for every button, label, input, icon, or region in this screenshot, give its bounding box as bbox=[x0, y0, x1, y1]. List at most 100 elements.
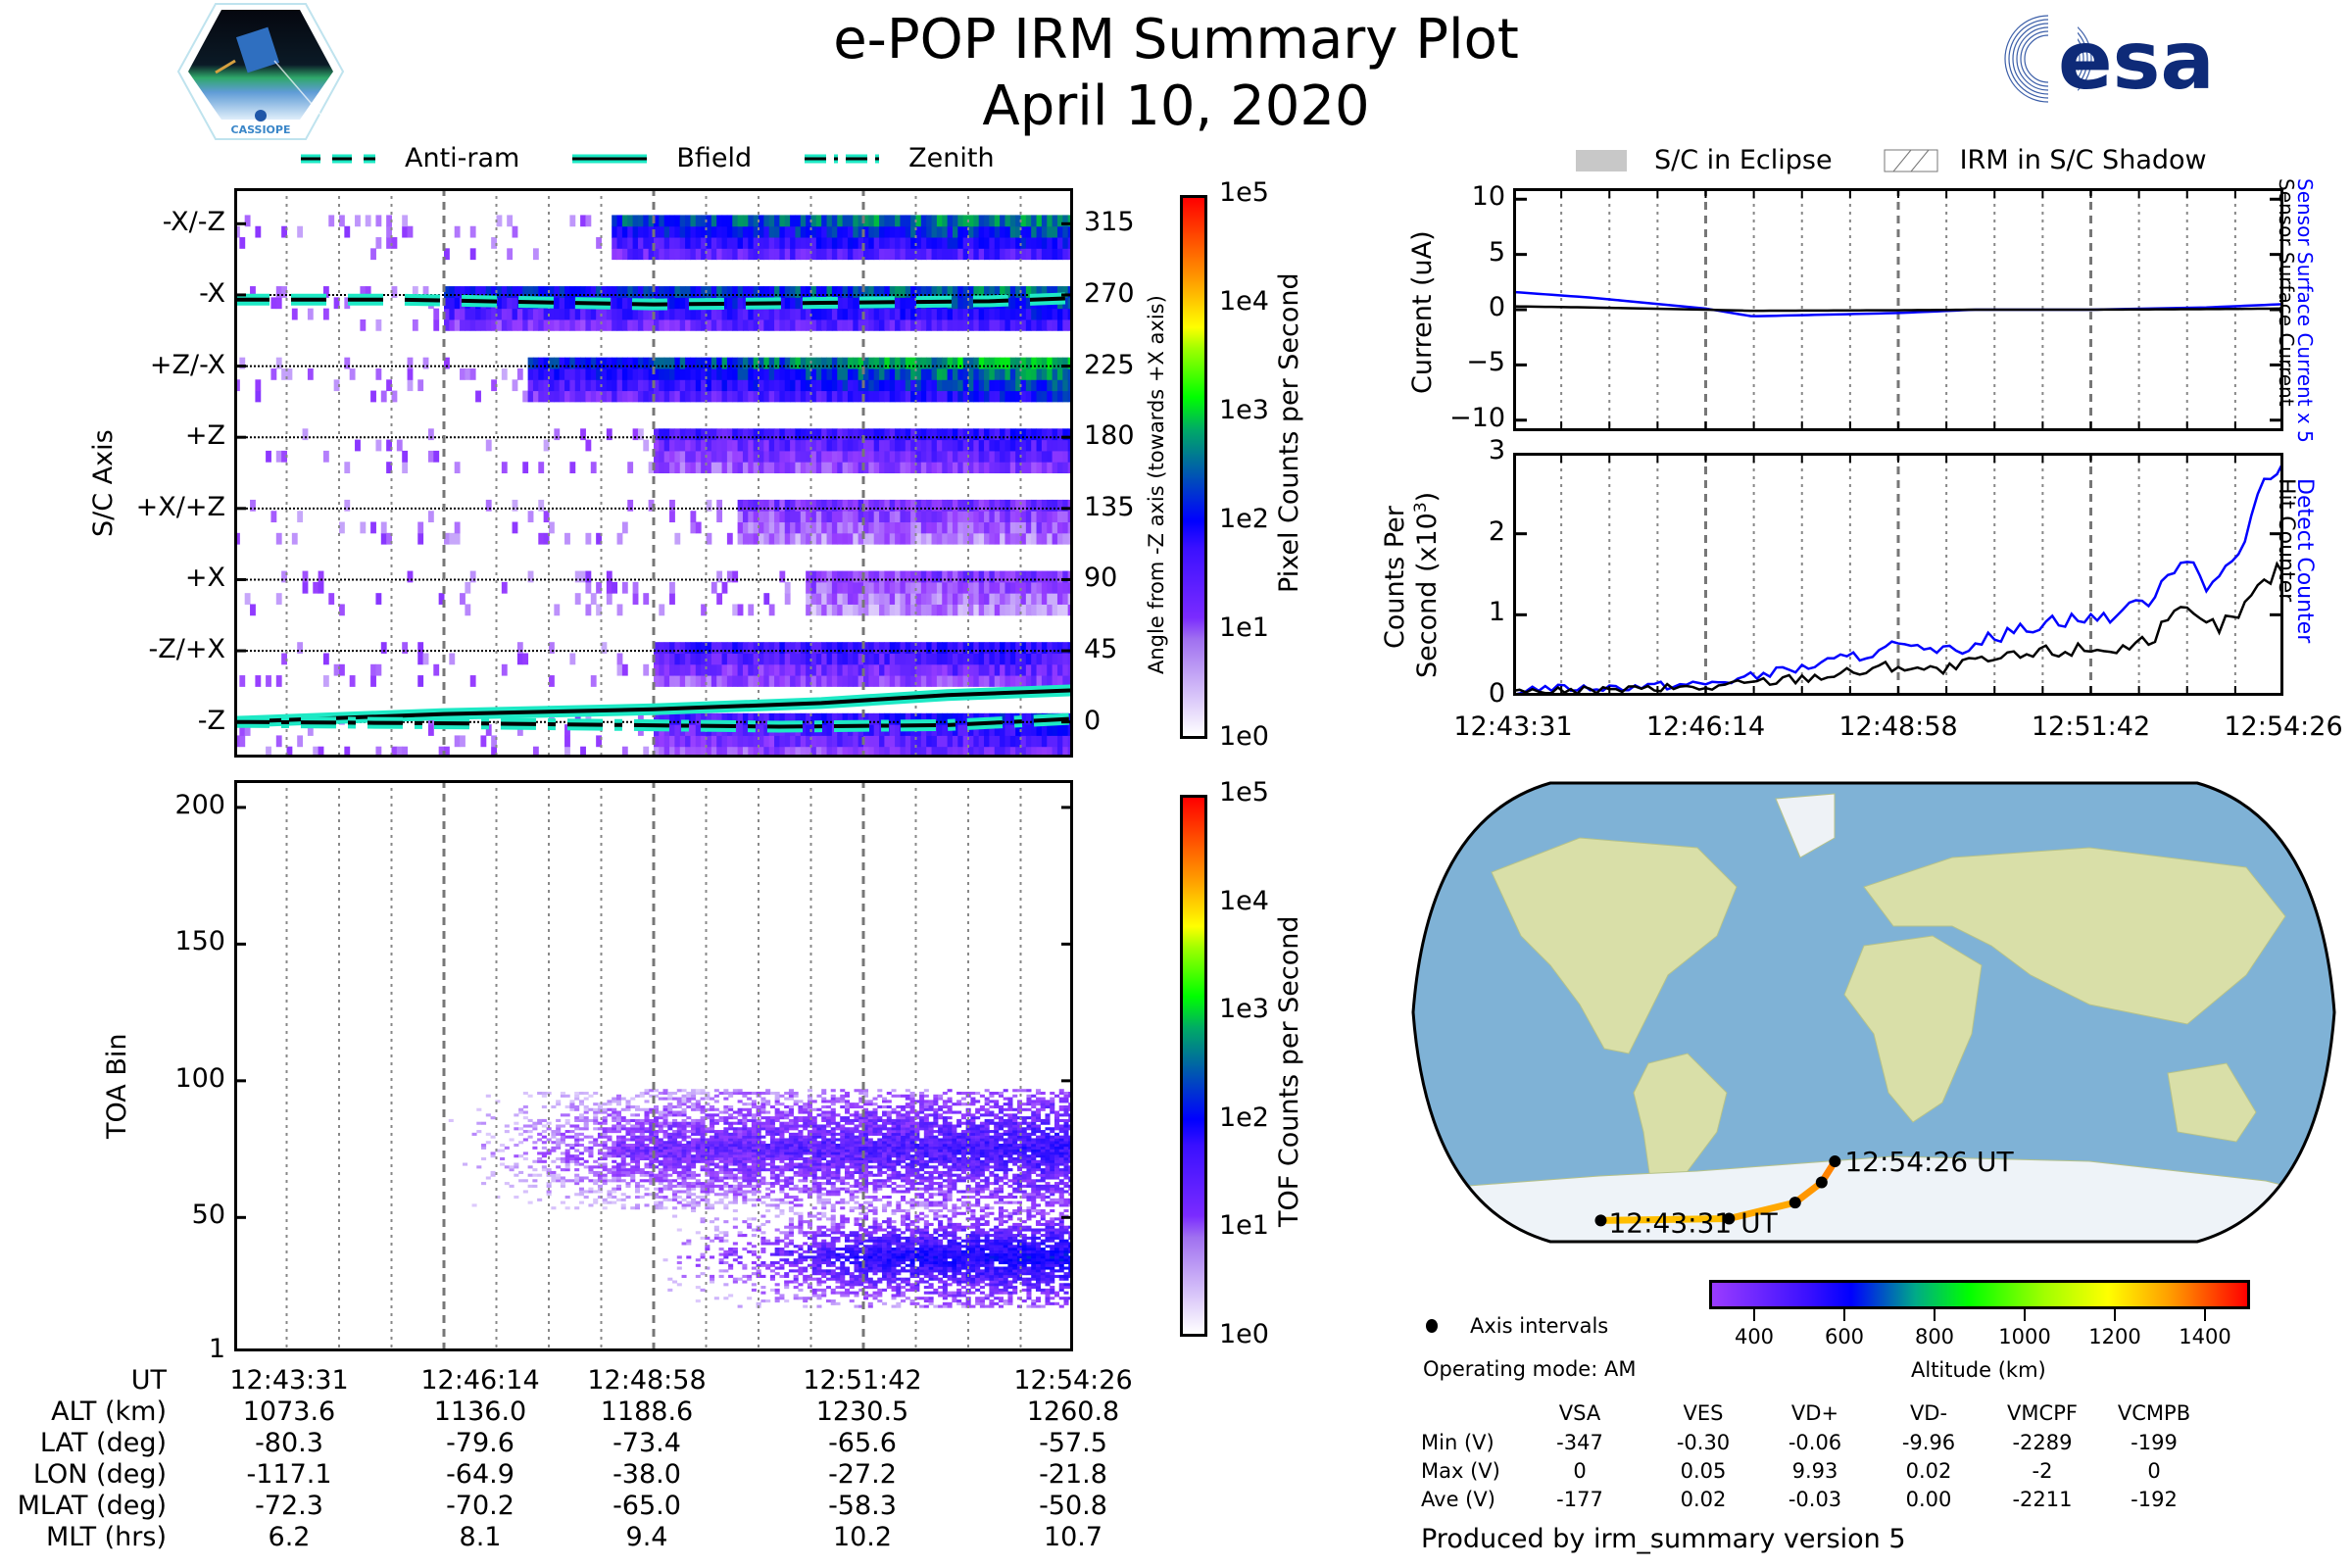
heatmap-cell bbox=[1047, 663, 1054, 676]
heatmap-cell bbox=[947, 735, 954, 748]
heatmap-cell bbox=[994, 379, 1001, 392]
heatmap-cell bbox=[795, 368, 802, 380]
heatmap-cell bbox=[574, 1156, 580, 1161]
heatmap-cell bbox=[779, 1179, 785, 1183]
heatmap-cell bbox=[825, 1124, 832, 1128]
heatmap-cell bbox=[769, 1184, 775, 1188]
heatmap-cell bbox=[1015, 499, 1021, 512]
heatmap-cell bbox=[774, 1132, 780, 1136]
heatmap-cell bbox=[751, 1144, 757, 1148]
heatmap-cell bbox=[556, 1146, 562, 1150]
heatmap-cell bbox=[706, 653, 712, 665]
heatmap-cell bbox=[807, 1152, 812, 1155]
heatmap-cell bbox=[691, 1193, 697, 1197]
heatmap-cell bbox=[686, 1159, 692, 1163]
heatmap-cell bbox=[659, 237, 665, 249]
heatmap-cell bbox=[737, 1154, 743, 1158]
heatmap-cell bbox=[541, 1104, 547, 1109]
heatmap-cell bbox=[1009, 318, 1016, 331]
heatmap-cell bbox=[774, 1176, 780, 1180]
heatmap-cell bbox=[621, 215, 628, 227]
heatmap-cell bbox=[947, 318, 954, 331]
colorbar-tick-label: 1e4 bbox=[1219, 286, 1269, 317]
heatmap-cell bbox=[514, 1154, 519, 1158]
heatmap-cell bbox=[884, 712, 891, 725]
heatmap-cell bbox=[718, 1092, 724, 1096]
heatmap-cell bbox=[910, 308, 916, 320]
heatmap-cell bbox=[634, 1135, 641, 1139]
heatmap-cell bbox=[837, 450, 844, 463]
heatmap-cell bbox=[737, 1170, 743, 1174]
heatmap-cell bbox=[1015, 581, 1021, 594]
heatmap-cell bbox=[978, 450, 985, 463]
heatmap-cell bbox=[978, 225, 985, 238]
heatmap-cell bbox=[691, 1124, 697, 1128]
heatmap-cell bbox=[514, 1165, 519, 1169]
heatmap-cell bbox=[926, 439, 933, 452]
heatmap-cell bbox=[632, 286, 639, 298]
heatmap-cell bbox=[669, 390, 675, 403]
heatmap-cell bbox=[978, 286, 985, 298]
heatmap-cell bbox=[756, 1138, 761, 1142]
heatmap-cell bbox=[905, 735, 911, 748]
heatmap-cell bbox=[700, 1168, 706, 1172]
heatmap-cell bbox=[679, 450, 686, 463]
heatmap-cell bbox=[800, 532, 807, 545]
heatmap-cell bbox=[810, 746, 817, 758]
heatmap-cell bbox=[700, 1187, 706, 1191]
heatmap-cell bbox=[690, 746, 697, 758]
heatmap-cell bbox=[844, 1187, 851, 1191]
heatmap-cell bbox=[858, 308, 864, 320]
heatmap-cell bbox=[800, 390, 807, 403]
right-tick-label: 270 bbox=[1084, 277, 1135, 309]
heatmap-cell bbox=[574, 1159, 580, 1163]
heatmap-cell bbox=[763, 499, 770, 512]
heatmap-cell bbox=[784, 1182, 790, 1186]
heatmap-cell bbox=[681, 1154, 687, 1158]
heatmap-cell bbox=[1052, 248, 1058, 261]
heatmap-cell bbox=[616, 390, 623, 403]
heatmap-cell bbox=[662, 1152, 668, 1155]
heatmap-cell bbox=[333, 663, 340, 676]
heatmap-cell bbox=[973, 746, 980, 758]
heatmap-cell bbox=[788, 1159, 794, 1163]
heatmap-cell bbox=[984, 462, 990, 473]
heatmap-cell bbox=[662, 1173, 668, 1177]
heatmap-cell bbox=[905, 439, 911, 452]
heatmap-cell bbox=[1056, 308, 1063, 320]
heatmap-cell bbox=[723, 1190, 729, 1194]
heatmap-cell bbox=[512, 225, 518, 238]
heatmap-cell bbox=[695, 286, 702, 298]
heatmap-cell bbox=[910, 368, 916, 380]
heatmap-cell bbox=[674, 532, 681, 545]
heatmap-cell bbox=[695, 1092, 701, 1096]
heatmap-cell bbox=[879, 462, 885, 473]
heatmap-cell bbox=[667, 1179, 673, 1183]
heatmap-cell bbox=[695, 1132, 701, 1136]
heatmap-cell bbox=[239, 357, 246, 369]
heatmap-cell bbox=[659, 735, 665, 748]
heatmap-cell bbox=[806, 511, 811, 523]
heatmap-cell bbox=[469, 570, 476, 583]
heatmap-cell bbox=[830, 1156, 836, 1161]
heatmap-cell bbox=[621, 286, 628, 298]
heatmap-cell bbox=[1036, 675, 1043, 687]
heatmap-cell bbox=[769, 1104, 775, 1109]
heatmap-cell bbox=[333, 379, 340, 392]
heatmap-cell bbox=[853, 297, 859, 310]
heatmap-cell bbox=[994, 462, 1001, 473]
heatmap-cell bbox=[884, 511, 891, 523]
heatmap-cell bbox=[255, 390, 262, 403]
heatmap-cell bbox=[807, 1102, 812, 1106]
heatmap-cell bbox=[644, 1156, 650, 1161]
heatmap-cell bbox=[884, 570, 891, 583]
heatmap-cell bbox=[915, 653, 922, 665]
heatmap-cell bbox=[667, 1184, 673, 1188]
heatmap-cell bbox=[710, 1116, 715, 1120]
heatmap-cell bbox=[718, 1130, 724, 1134]
heatmap-cell bbox=[1052, 675, 1058, 687]
heatmap-cell bbox=[669, 724, 675, 736]
heatmap-cell bbox=[863, 225, 869, 238]
heatmap-cell bbox=[728, 1124, 734, 1128]
heatmap-cell bbox=[281, 450, 287, 463]
